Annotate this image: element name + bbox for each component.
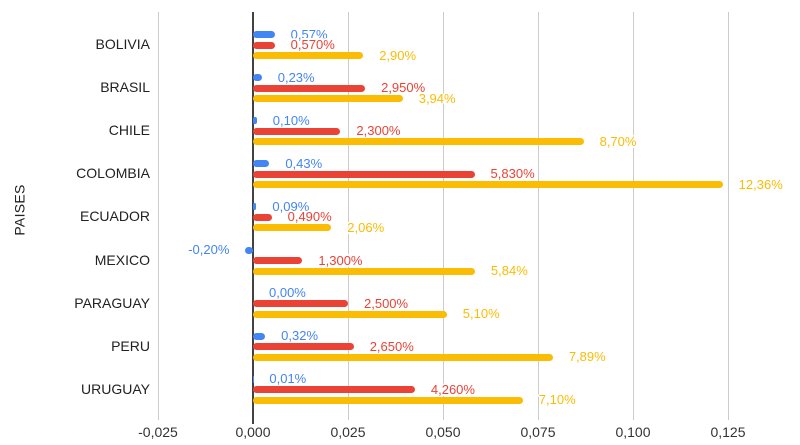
bar-yellow-brasil [253,95,403,103]
bar-value-label-yellow-brasil: 3,94% [418,90,456,106]
bar-value-label-blue-paraguay: 0,00% [269,285,306,301]
bar-yellow-mexico [253,267,475,275]
bar-value-label-red-paraguay: 2,500% [364,295,409,311]
category-label-uruguay: URUGUAY [81,380,150,397]
bar-value-label-red-mexico: 1,300% [318,252,363,268]
bar-red-uruguay [253,386,415,394]
bar-blue-ecuador [253,203,257,211]
bar-value-label-blue-mexico: -0,20% [188,242,230,257]
x-axis-tick-label: 0,050 [425,424,461,440]
gridline [632,12,634,420]
gridline [727,12,729,420]
bar-blue-brasil [253,74,262,82]
bar-value-label-blue-peru: 0,32% [281,328,319,344]
bar-value-label-red-brasil: 2,950% [381,80,426,96]
bar-value-label-yellow-ecuador: 2,06% [347,219,385,235]
bar-blue-colombia [253,160,270,168]
x-axis-tick-label: 0,000 [235,424,271,440]
y-axis-title: PAISES [0,0,40,420]
bar-red-peru [253,343,354,351]
bar-value-label-red-chile: 2,300% [356,123,401,139]
y-axis-title-text: PAISES [12,184,28,236]
category-label-colombia: COLOMBIA [76,165,150,182]
bar-value-label-red-ecuador: 0,490% [287,209,332,225]
bar-value-label-blue-chile: 0,10% [272,112,310,128]
bar-blue-peru [253,332,266,340]
bar-value-label-yellow-paraguay: 5,10% [462,306,500,322]
category-label-mexico: MEXICO [94,251,150,268]
category-label-paraguay: PARAGUAY [74,294,150,311]
bar-yellow-paraguay [253,310,447,318]
bar-value-label-blue-ecuador: 0,09% [272,198,310,214]
bar-yellow-bolivia [253,52,364,59]
bar-value-label-blue-brasil: 0,23% [277,69,315,85]
bar-value-label-yellow-uruguay: 7,10% [538,392,576,408]
bar-value-label-red-uruguay: 4,260% [430,381,475,397]
bar-red-mexico [253,257,303,264]
x-axis-tick-label: -0,025 [138,424,178,440]
bar-value-label-yellow-peru: 7,89% [568,349,606,365]
gridline [442,12,444,420]
bar-red-brasil [253,84,366,92]
bar-yellow-peru [253,353,553,361]
gridline [347,12,349,420]
bar-red-ecuador [253,213,272,221]
x-axis-tick-label: 0,025 [330,424,366,440]
gridline [537,12,539,420]
bar-yellow-colombia [253,181,723,189]
category-label-chile: CHILE [108,122,150,139]
bar-value-label-blue-colombia: 0,43% [285,155,323,171]
bar-value-label-red-bolivia: 0,570% [290,37,335,52]
x-axis-tick-label: 0,125 [710,424,746,440]
x-axis-tick-label: 0,075 [520,424,556,440]
bar-red-chile [253,127,341,135]
bar-value-label-red-peru: 2,650% [369,338,414,354]
bar-yellow-chile [253,138,584,146]
bar-value-label-blue-bolivia: 0,57% [290,26,328,42]
bar-value-label-yellow-colombia: 12,36% [738,176,783,192]
bar-value-label-blue-uruguay: 0,01% [269,371,307,387]
bar-red-paraguay [253,300,348,308]
category-label-bolivia: BOLIVIA [95,36,150,52]
x-axis-tick-label: 0,100 [615,424,651,440]
category-label-brasil: BRASIL [100,79,150,96]
bar-value-label-yellow-chile: 8,70% [599,133,637,149]
bar-blue-mexico [245,246,253,254]
bar-blue-bolivia [253,31,275,38]
bar-yellow-ecuador [253,224,332,232]
bar-red-colombia [253,170,475,178]
bar-value-label-red-colombia: 5,830% [490,166,535,182]
bar-yellow-uruguay [253,396,523,404]
bar-blue-chile [253,117,257,125]
category-label-ecuador: ECUADOR [79,208,150,225]
bar-value-label-yellow-bolivia: 2,90% [379,47,417,63]
gridline [157,12,159,420]
bar-value-label-yellow-mexico: 5,84% [490,263,528,278]
category-label-peru: PERU [111,337,150,354]
bar-red-bolivia [253,41,275,49]
